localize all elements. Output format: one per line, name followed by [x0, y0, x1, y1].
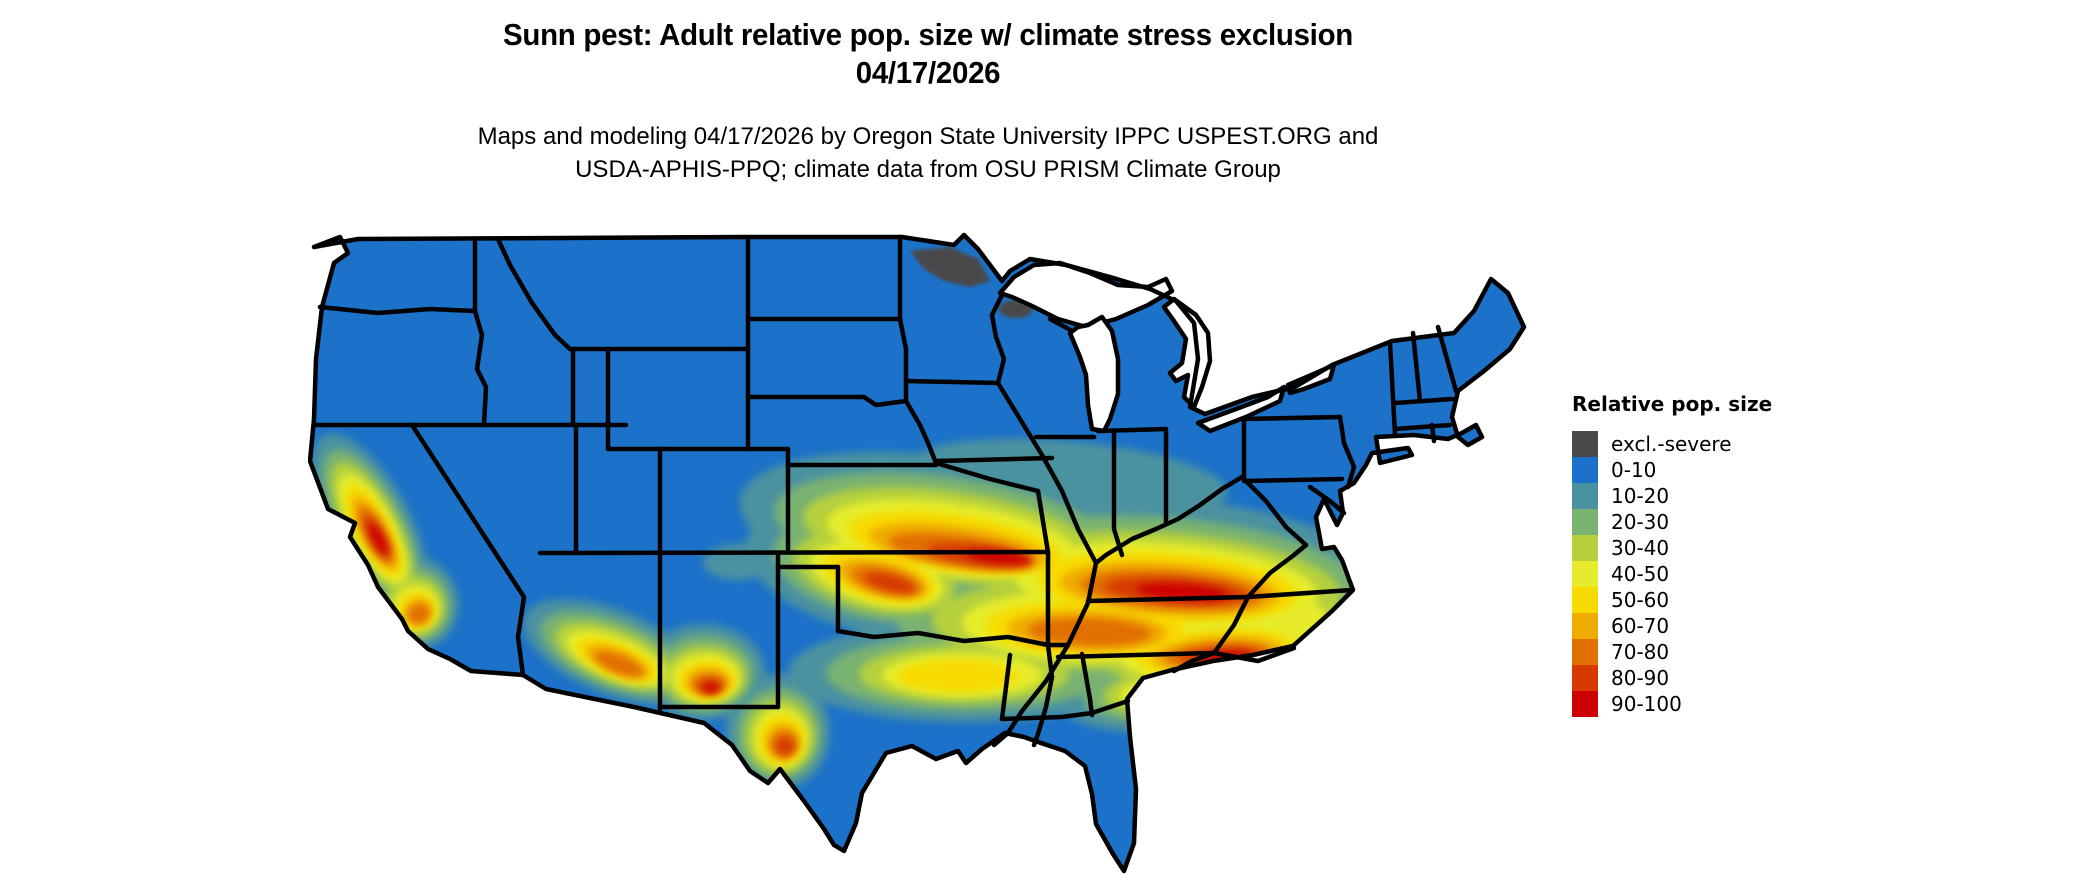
legend-row: 0-10	[1572, 457, 1772, 483]
legend-label: 60-70	[1611, 614, 1670, 638]
page-title-line2: 04/17/2026	[855, 55, 1001, 90]
subtitle-line2: USDA-APHIS-PPQ; climate data from OSU PR…	[575, 156, 1281, 183]
legend-row: 20-30	[1572, 509, 1772, 535]
legend-row: 60-70	[1572, 613, 1772, 639]
legend-swatch	[1572, 431, 1598, 457]
legend-row: 70-80	[1572, 639, 1772, 665]
legend-label: 50-60	[1611, 588, 1670, 612]
page-title-line1: Sunn pest: Adult relative pop. size w/ c…	[503, 17, 1353, 52]
legend-row: 80-90	[1572, 665, 1772, 691]
subtitle-line1: Maps and modeling 04/17/2026 by Oregon S…	[477, 123, 1379, 150]
legend-label: 40-50	[1611, 562, 1670, 586]
lake-michigan	[1067, 314, 1121, 434]
legend-row: 40-50	[1572, 561, 1772, 587]
legend-row: excl.-severe	[1572, 431, 1772, 457]
legend-row: 30-40	[1572, 535, 1772, 561]
legend-swatch	[1572, 509, 1598, 535]
legend-swatch	[1572, 483, 1598, 509]
legend-row: 90-100	[1572, 691, 1772, 717]
coastline-outline	[307, 232, 1527, 874]
legend-label: 70-80	[1611, 640, 1670, 664]
legend-swatch	[1572, 457, 1598, 483]
legend-label: 30-40	[1611, 536, 1670, 560]
legend-label: 10-20	[1611, 484, 1670, 508]
legend-label: 80-90	[1611, 666, 1670, 690]
legend-swatch	[1572, 587, 1598, 613]
legend-row: 50-60	[1572, 587, 1772, 613]
header: Sunn pest: Adult relative pop. size w/ c…	[308, 16, 1548, 92]
legend-swatch	[1572, 691, 1598, 717]
us-map-svg	[307, 232, 1527, 874]
legend-swatch	[1572, 639, 1598, 665]
legend-swatch	[1572, 613, 1598, 639]
legend-items: excl.-severe 0-10 10-20 20-30 30-40 40-50 50-6…	[1572, 431, 1772, 717]
lake-huron	[1161, 296, 1213, 410]
legend-label: 90-100	[1611, 692, 1682, 716]
legend-label: 20-30	[1611, 510, 1670, 534]
legend: Relative pop. size excl.-severe 0-10 10-20…	[1572, 392, 1772, 717]
legend-row: 10-20	[1572, 483, 1772, 509]
subtitle: Maps and modeling 04/17/2026 by Oregon S…	[308, 120, 1548, 186]
legend-title: Relative pop. size	[1572, 392, 1773, 416]
legend-label: excl.-severe	[1611, 432, 1732, 456]
legend-swatch	[1572, 561, 1598, 587]
us-heatmap	[307, 227, 1530, 891]
legend-swatch	[1572, 535, 1598, 561]
legend-label: 0-10	[1611, 458, 1657, 482]
legend-swatch	[1572, 665, 1598, 691]
state-borders	[313, 234, 1459, 748]
lake-erie	[1195, 384, 1287, 434]
